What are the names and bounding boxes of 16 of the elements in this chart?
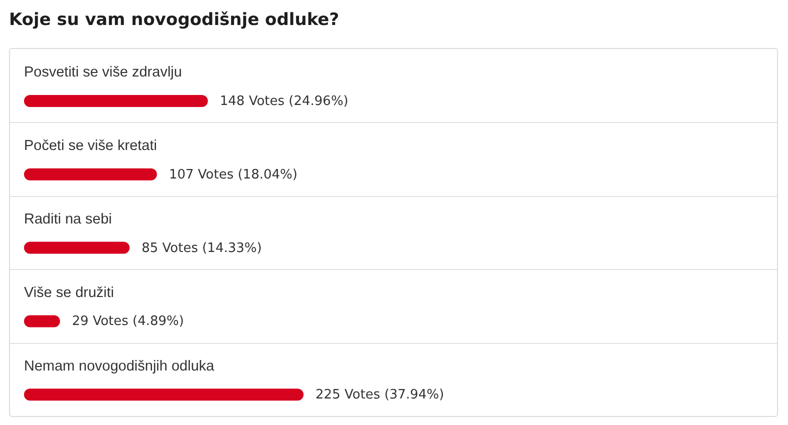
y-tick-label: Nemam novogodišnjih odluka [24,358,216,374]
data-label: 29 Votes (4.89%) [72,314,184,329]
chart-title: Koje su vam novogodišnje odluke? [9,9,340,31]
bar [24,315,60,328]
data-label: 148 Votes (24.96%) [220,94,348,108]
data-label: 85 Votes (14.33%) [142,240,262,256]
data-label: 225 Votes (37.94%) [316,387,444,402]
y-tick-label: Početi se više kretati [24,138,157,154]
bar [24,242,130,254]
y-tick-label: Raditi na sebi [24,212,112,228]
y-tick-label: Posvetiti se više zdravlju [24,64,182,81]
y-tick-label: Više se družiti [24,284,114,301]
bar [24,168,157,180]
bar [24,95,208,107]
bar [24,388,304,401]
data-label: 107 Votes (18.04%) [168,166,298,182]
